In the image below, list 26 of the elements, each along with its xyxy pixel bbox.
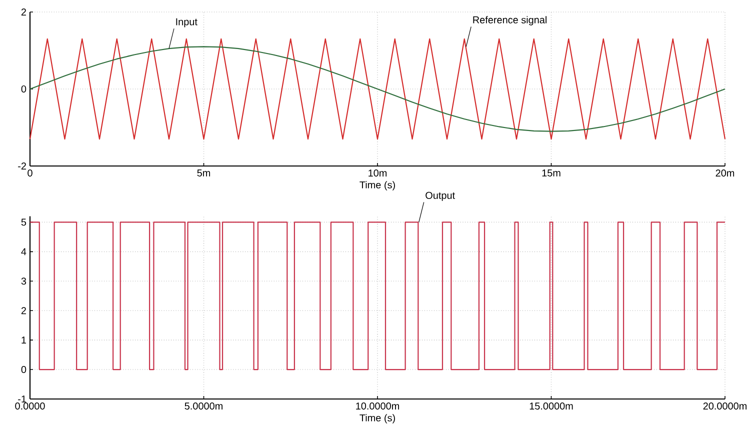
- x-tick-label: 5m: [197, 170, 210, 176]
- y-tick-label: 2: [21, 307, 26, 314]
- x-tick-label: 15.0000m: [530, 402, 573, 410]
- x-tick-label: 0.0000: [15, 402, 45, 410]
- x-axis-title: Time (s): [360, 414, 395, 424]
- x-tick-label: 10m: [368, 170, 387, 177]
- y-tick-label: -1: [18, 396, 26, 402]
- y-tick-label: -2: [18, 162, 26, 170]
- annotation: Reference signal: [473, 16, 546, 26]
- x-tick-label: 20m: [716, 170, 734, 177]
- annotation: Input: [176, 18, 198, 28]
- y-tick-label: 4: [21, 248, 26, 256]
- y-tick-label: 2: [21, 8, 26, 16]
- x-tick-label: 0: [28, 170, 32, 177]
- y-tick-label: 5: [21, 218, 26, 226]
- x-tick-label: 10.0000m: [356, 402, 399, 410]
- x-axis-title: Time (s): [360, 181, 395, 190]
- y-tick-label: 0: [21, 366, 26, 374]
- y-tick-label: 3: [21, 278, 26, 285]
- x-tick-label: 20.0000m: [703, 402, 746, 410]
- line-series: [29, 46, 726, 132]
- annotation: Output: [426, 192, 455, 201]
- x-tick-label: 15m: [542, 170, 560, 176]
- x-tick-label: 5.0000m: [184, 402, 222, 410]
- y-tick-label: 1: [22, 336, 26, 344]
- y-tick-label: 0: [21, 85, 26, 93]
